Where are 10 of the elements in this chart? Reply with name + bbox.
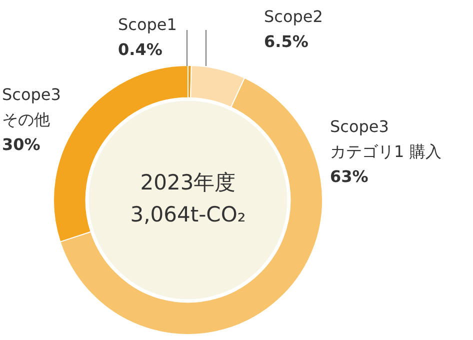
text: 3,064t-CO₂	[130, 202, 246, 226]
data-label: 63%	[330, 167, 368, 186]
data-label: 6.5%	[264, 32, 308, 52]
slice-label: Scope2	[264, 7, 323, 26]
slice-label: Scope1	[118, 15, 177, 34]
slice-label: Scope3 カテゴリ1 購入	[330, 117, 442, 162]
data-label: 0.4%	[118, 40, 162, 60]
slice-label: Scope3 その他	[2, 85, 61, 130]
data-label: 30%	[2, 135, 40, 154]
text: 2023年度	[140, 170, 236, 194]
